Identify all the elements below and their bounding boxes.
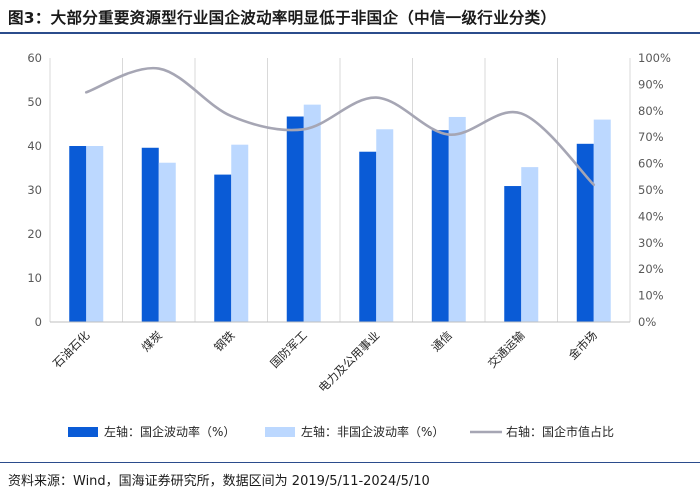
legend-soe-swatch bbox=[68, 427, 98, 437]
series-line-soe-market-share bbox=[84, 66, 596, 187]
legend-share-label: 右轴：国企市值占比 bbox=[506, 424, 614, 439]
x-category-label: 金市场 bbox=[566, 328, 600, 362]
bar-soe-volatility bbox=[359, 151, 377, 322]
x-category-label: 交通运输 bbox=[485, 328, 528, 371]
y-right-tick-label: 60% bbox=[638, 157, 664, 171]
bar-nonsoe-volatility bbox=[448, 116, 466, 323]
y-left-tick-label: 20 bbox=[27, 227, 42, 241]
y-left-tick-label: 0 bbox=[35, 315, 42, 329]
y-right-tick-label: 70% bbox=[638, 130, 664, 144]
y-right-tick-label: 90% bbox=[638, 77, 664, 91]
bar-soe-volatility bbox=[286, 116, 304, 323]
bar-nonsoe-volatility bbox=[376, 129, 394, 322]
line-layer bbox=[84, 66, 596, 187]
footer: 资料来源：Wind，国海证券研究所，数据区间为 2019/5/11-2024/5… bbox=[0, 462, 700, 494]
chart-svg: 0 10 20 30 40 50 60 0% 10% 20% 30% 40% 50% 60% 70% 80% 9… bbox=[27, 51, 671, 439]
x-category-label: 煤炭 bbox=[139, 328, 165, 354]
y-right-tick-label: 10% bbox=[638, 289, 664, 303]
y-left-tick-label: 60 bbox=[27, 51, 42, 65]
y-left-tick-label: 40 bbox=[27, 139, 42, 153]
x-category-label: 国防军工 bbox=[267, 328, 309, 370]
bar-nonsoe-volatility bbox=[231, 144, 249, 322]
bar-nonsoe-volatility bbox=[303, 104, 321, 322]
bar-soe-volatility bbox=[431, 130, 449, 322]
bar-soe-volatility bbox=[69, 146, 87, 322]
source-note: 资料来源：Wind，国海证券研究所，数据区间为 2019/5/11-2024/5… bbox=[8, 474, 430, 489]
y-right-tick-label: 20% bbox=[638, 262, 664, 276]
y-right-tick-label: 40% bbox=[638, 209, 664, 223]
y-left-tick-label: 10 bbox=[27, 271, 42, 285]
y-left-tick-label: 50 bbox=[27, 95, 42, 109]
y-right-tick-label: 50% bbox=[638, 183, 664, 197]
y-left-tick-label: 30 bbox=[27, 183, 42, 197]
y-right-tick-label: 100% bbox=[638, 51, 671, 65]
bar-soe-volatility bbox=[141, 147, 159, 322]
x-category-label: 石油石化 bbox=[50, 328, 93, 371]
bar-soe-volatility bbox=[576, 143, 594, 322]
grid-layer bbox=[49, 58, 631, 322]
legend: 左轴：国企波动率（%） 左轴：非国企波动率（%） 右轴：国企市值占比 bbox=[68, 424, 614, 439]
bar-soe-volatility bbox=[504, 186, 522, 322]
title-bar: 图3：大部分重要资源型行业国企波动率明显低于非国企（中信一级行业分类） bbox=[0, 0, 700, 34]
y-right-tick-label: 80% bbox=[638, 104, 664, 118]
legend-soe-label: 左轴：国企波动率（%） bbox=[104, 424, 235, 439]
x-category-label: 电力及公用事业 bbox=[316, 328, 383, 395]
bar-nonsoe-volatility bbox=[158, 162, 176, 322]
legend-nonsoe-label: 左轴：非国企波动率（%） bbox=[301, 424, 444, 439]
legend-nonsoe-swatch bbox=[265, 427, 295, 437]
bar-nonsoe-volatility bbox=[521, 167, 539, 322]
bar-nonsoe-volatility bbox=[86, 146, 104, 322]
y-right-tick-label: 30% bbox=[638, 236, 664, 250]
chart-title: 图3：大部分重要资源型行业国企波动率明显低于非国企（中信一级行业分类） bbox=[8, 9, 557, 27]
bars-layer bbox=[69, 104, 611, 323]
y-right-tick-label: 0% bbox=[638, 315, 656, 329]
x-category-label: 钢铁 bbox=[211, 328, 238, 355]
bar-soe-volatility bbox=[214, 174, 232, 322]
axis-layer: 0 10 20 30 40 50 60 0% 10% 20% 30% 40% 50% 60% 70% 80% 9… bbox=[27, 51, 671, 395]
x-category-label: 通信 bbox=[429, 328, 455, 354]
bar-nonsoe-volatility bbox=[593, 119, 611, 322]
